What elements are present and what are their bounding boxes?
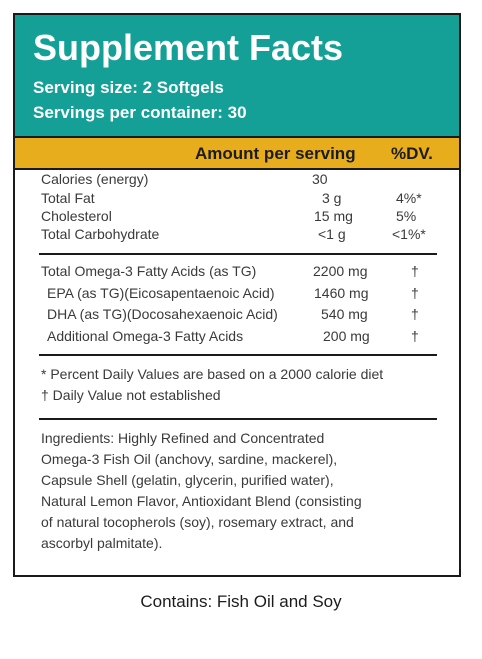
- nutrient-dv: †: [411, 306, 419, 322]
- nutrient-dv: †: [411, 263, 419, 279]
- nutrient-name: EPA (as TG)(Eicosapentaenoic Acid): [47, 285, 275, 301]
- supplement-facts-label: Supplement Facts Serving size: 2 Softgel…: [13, 13, 461, 577]
- nutrient-amount: 15 mg: [314, 208, 353, 224]
- nutrient-dv: 4%*: [396, 190, 422, 206]
- servings-per-container: Servings per container: 30: [33, 103, 247, 122]
- nutrient-name: Cholesterol: [41, 208, 112, 224]
- nutrient-name: Total Carbohydrate: [41, 226, 160, 242]
- amount-per-serving-heading: Amount per serving: [195, 144, 356, 163]
- nutrient-amount: 3 g: [322, 190, 342, 206]
- nutrient-amount: 2200 mg: [313, 263, 368, 279]
- ingredients-line: Omega-3 Fish Oil (anchovy, sardine, mack…: [41, 451, 338, 467]
- divider: [39, 418, 437, 420]
- dv-heading: %DV.: [391, 144, 433, 163]
- nutrient-amount: 540 mg: [321, 306, 368, 322]
- ingredients-line: ascorbyl palmitate).: [41, 535, 163, 551]
- ingredients-line: of natural tocopherols (soy), rosemary e…: [41, 514, 354, 530]
- nutrient-amount: 200 mg: [323, 328, 370, 344]
- nutrient-name: Calories (energy): [41, 171, 149, 187]
- divider: [39, 253, 437, 255]
- nutrient-name: Total Omega-3 Fatty Acids (as TG): [41, 263, 257, 279]
- nutrient-dv: <1%*: [392, 226, 426, 242]
- amount-header-bar: Amount per serving %DV.: [15, 136, 459, 170]
- nutrient-name: DHA (as TG)(Docosahexaenoic Acid): [47, 306, 278, 322]
- footnote-percent-dv: * Percent Daily Values are based on a 20…: [41, 366, 384, 382]
- nutrient-dv: †: [411, 328, 419, 344]
- nutrient-amount: 1460 mg: [314, 285, 369, 301]
- ingredients-line: Natural Lemon Flavor, Antioxidant Blend …: [41, 493, 362, 509]
- nutrient-dv: 5%: [396, 208, 417, 224]
- ingredients-line: Capsule Shell (gelatin, glycerin, purifi…: [41, 472, 334, 488]
- nutrient-amount: 30: [312, 171, 328, 187]
- nutrient-name: Additional Omega-3 Fatty Acids: [47, 328, 244, 344]
- serving-size: Serving size: 2 Softgels: [33, 78, 224, 97]
- label-header: Supplement Facts Serving size: 2 Softgel…: [15, 15, 459, 136]
- divider: [39, 354, 437, 356]
- nutrient-dv: †: [411, 285, 419, 301]
- label-title: Supplement Facts: [33, 27, 344, 68]
- nutrient-name: Total Fat: [41, 190, 95, 206]
- nutrient-amount: <1 g: [318, 226, 346, 242]
- footnote-dv-not-established: † Daily Value not established: [41, 387, 221, 403]
- ingredients-line: Ingredients: Highly Refined and Concentr…: [41, 430, 325, 446]
- contains-statement: Contains: Fish Oil and Soy: [140, 592, 342, 611]
